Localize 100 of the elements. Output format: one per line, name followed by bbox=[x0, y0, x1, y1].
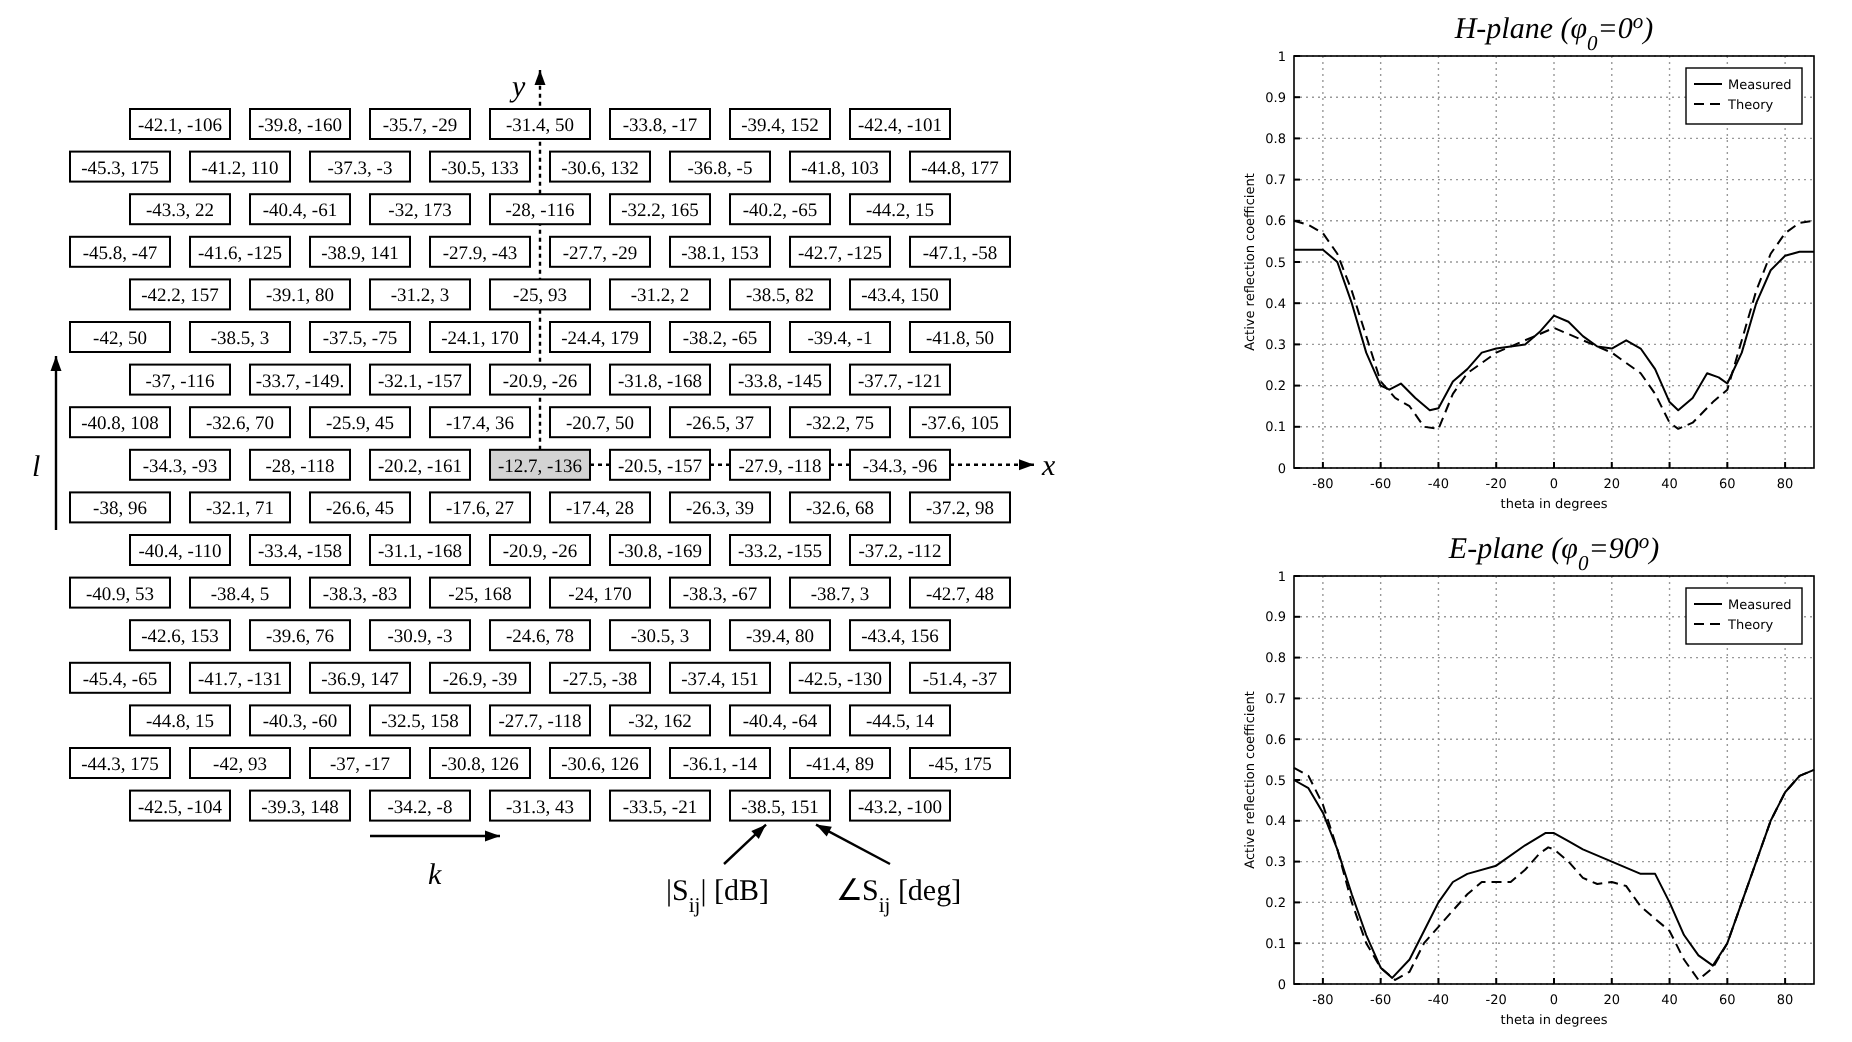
text: -27.9, -43 bbox=[442, 244, 518, 265]
text: ∠S$_{ij}$ [deg] bbox=[836, 876, 962, 917]
text: -31.3, 43 bbox=[505, 798, 575, 819]
text: -38.3, -67 bbox=[682, 585, 758, 606]
text: -17.6, 27 bbox=[445, 500, 515, 521]
text: -38.1, 153 bbox=[681, 244, 759, 265]
text: -42.5, -130 bbox=[798, 670, 882, 691]
text: -31.2, 2 bbox=[630, 287, 690, 308]
text: -32.1, -157 bbox=[378, 372, 462, 393]
text: -31.2, 3 bbox=[390, 287, 450, 308]
text: -40.4, -64 bbox=[742, 713, 818, 734]
text: -38.2, -65 bbox=[682, 330, 758, 350]
text: -41.6, -125 bbox=[198, 244, 282, 265]
text: -38.5, 82 bbox=[745, 287, 815, 308]
text: -38, 96 bbox=[93, 500, 147, 521]
text: -27.5, -38 bbox=[562, 670, 638, 691]
text: -41.4, 89 bbox=[805, 756, 875, 776]
text: -33.7, -149. bbox=[255, 372, 345, 393]
text: -20.9, -26 bbox=[502, 372, 578, 393]
text: -47.1, -58 bbox=[922, 244, 998, 265]
text: -42, 93 bbox=[213, 756, 267, 776]
text: -43.3, 22 bbox=[145, 202, 215, 223]
text: -41.7, -131 bbox=[198, 670, 282, 691]
text: -42.7, -125 bbox=[798, 244, 882, 265]
text: -41.2, 110 bbox=[201, 159, 279, 180]
text: -32.2, 165 bbox=[621, 202, 699, 223]
text: -40.4, -110 bbox=[138, 543, 222, 563]
text: -17.4, 28 bbox=[565, 500, 635, 521]
text: -28, -118 bbox=[265, 457, 335, 478]
text: -40.4, -61 bbox=[262, 202, 338, 223]
text: -27.9, -118 bbox=[738, 457, 822, 478]
text: -26.5, 37 bbox=[685, 415, 755, 436]
text: -33.5, -21 bbox=[622, 798, 698, 819]
text: -42.1, -106 bbox=[138, 117, 222, 137]
text: -26.6, 45 bbox=[325, 500, 395, 521]
text: -37.2, 98 bbox=[925, 500, 995, 521]
text: -43.4, 156 bbox=[861, 628, 939, 649]
text: -32.1, 71 bbox=[205, 500, 275, 521]
text: -51.4, -37 bbox=[922, 670, 998, 691]
text: -33.8, -145 bbox=[738, 372, 822, 393]
text: -32, 162 bbox=[628, 713, 692, 734]
text: -39.3, 148 bbox=[261, 798, 339, 819]
text: -25, 93 bbox=[513, 287, 567, 308]
text: -24.1, 170 bbox=[441, 330, 519, 350]
text: -33.8, -17 bbox=[622, 117, 698, 137]
text: -17.4, 36 bbox=[445, 415, 515, 436]
text: -34.3, -93 bbox=[142, 457, 218, 478]
text: -25.9, 45 bbox=[325, 415, 395, 436]
text: -31.8, -168 bbox=[618, 372, 702, 393]
text: -30.5, 3 bbox=[630, 628, 690, 649]
text: k bbox=[428, 860, 442, 892]
text: -43.2, -100 bbox=[858, 798, 942, 819]
text: -44.8, 177 bbox=[921, 159, 999, 180]
text: -45.8, -47 bbox=[82, 244, 158, 265]
text: -34.3, -96 bbox=[862, 457, 938, 478]
text: -41.8, 50 bbox=[925, 330, 995, 350]
text: -40.9, 53 bbox=[85, 585, 155, 606]
text: -39.8, -160 bbox=[258, 117, 342, 137]
text: -32.6, 70 bbox=[205, 415, 275, 436]
text: -44.5, 14 bbox=[865, 713, 935, 734]
text: -27.7, -118 bbox=[498, 713, 582, 734]
text: -24.6, 78 bbox=[505, 628, 575, 649]
text: -33.4, -158 bbox=[258, 543, 342, 563]
text: -25, 168 bbox=[448, 585, 512, 606]
text: -39.4, -1 bbox=[807, 330, 873, 350]
text: -30.6, 132 bbox=[561, 159, 639, 180]
text: -37.5, -75 bbox=[322, 330, 398, 350]
text: x bbox=[1040, 450, 1056, 483]
text: -40.3, -60 bbox=[262, 713, 338, 734]
text: -36.9, 147 bbox=[321, 670, 399, 691]
text: -37.2, -112 bbox=[858, 543, 942, 563]
text: -42.7, 48 bbox=[925, 585, 995, 606]
text: -36.8, -5 bbox=[687, 159, 753, 180]
text: -37.7, -121 bbox=[858, 372, 942, 393]
text: -32, 173 bbox=[388, 202, 452, 223]
text: -43.4, 150 bbox=[861, 287, 939, 308]
text: l bbox=[32, 452, 41, 484]
text: -38.3, -83 bbox=[322, 585, 398, 606]
text: -37.6, 105 bbox=[921, 415, 999, 436]
text: -32.2, 75 bbox=[805, 415, 875, 436]
text: -38.5, 151 bbox=[741, 798, 819, 819]
text: -30.8, -169 bbox=[618, 543, 702, 563]
text: -45.4, -65 bbox=[82, 670, 158, 691]
text: -37.3, -3 bbox=[327, 159, 393, 180]
text: -20.7, 50 bbox=[565, 415, 635, 436]
text: -26.9, -39 bbox=[442, 670, 518, 691]
text: -39.6, 76 bbox=[265, 628, 335, 649]
text: -27.7, -29 bbox=[562, 244, 638, 265]
text: -37, -116 bbox=[145, 372, 215, 393]
chart-title: H-plane (φ$_{0}$=0$^{o}$) bbox=[1452, 11, 1654, 55]
text: -28, -116 bbox=[505, 202, 575, 223]
text: -40.2, -65 bbox=[742, 202, 818, 223]
text: -12.7, -136 bbox=[498, 457, 582, 478]
text: -32.6, 68 bbox=[805, 500, 875, 521]
text: -40.8, 108 bbox=[81, 415, 159, 436]
text: -36.1, -14 bbox=[682, 756, 758, 776]
text: -30.6, 126 bbox=[561, 756, 639, 776]
text: -30.5, 133 bbox=[441, 159, 519, 180]
text: -38.5, 3 bbox=[210, 330, 270, 350]
text: -41.8, 103 bbox=[801, 159, 879, 180]
